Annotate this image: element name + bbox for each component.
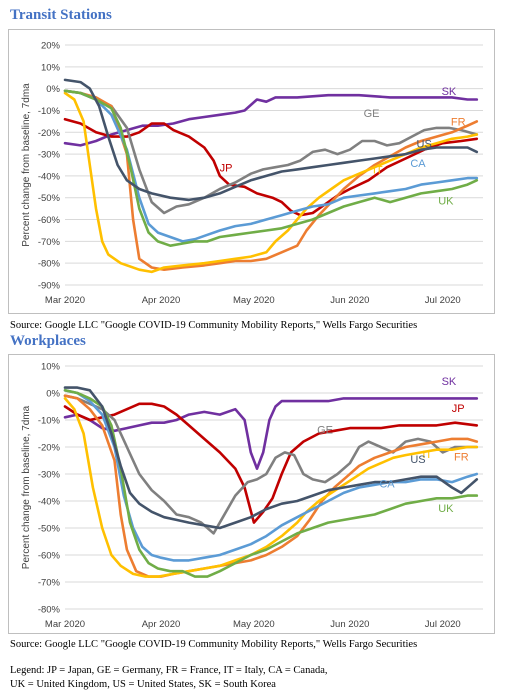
- chart2-svg: 10% 0% -10% -20% -30% -40% -50% -60% -70% -80% Mar…: [21, 362, 483, 630]
- y-tick-label: -60%: [38, 551, 61, 562]
- y-tick-label: -40%: [38, 171, 61, 182]
- x-tick-label: Apr 2020: [142, 619, 181, 630]
- chart2-title: Workplaces: [10, 333, 86, 349]
- y-tick-label: -30%: [38, 150, 61, 161]
- series-label-sk: SK: [442, 86, 457, 98]
- y-tick-label: -40%: [38, 497, 61, 508]
- x-tick-label: Jul 2020: [425, 295, 461, 306]
- series-label-ca: CA: [379, 479, 395, 491]
- series-line-fr: [63, 394, 479, 578]
- series-line-sk: [63, 397, 479, 470]
- series-line-it: [63, 91, 479, 274]
- x-tick-label: Mar 2020: [45, 295, 85, 306]
- series-line-sk: [63, 93, 479, 147]
- series-line-uk: [63, 89, 479, 247]
- y-tick-label: 20%: [41, 41, 61, 52]
- series-line-it: [63, 397, 479, 578]
- x-tick-label: Jun 2020: [330, 619, 369, 630]
- y-tick-label: -10%: [38, 416, 61, 427]
- series-line-ca: [63, 89, 479, 243]
- y-tick-label: 10%: [41, 62, 61, 73]
- series-label-ge: GE: [364, 108, 380, 120]
- y-tick-label: -50%: [38, 524, 61, 535]
- series-line-us: [63, 78, 479, 202]
- y-tick-label: -20%: [38, 128, 61, 139]
- series-line-ge: [63, 89, 479, 215]
- series-label-jp: JP: [452, 403, 465, 415]
- series-line-ca: [63, 389, 479, 562]
- y-tick-label: 0%: [46, 389, 60, 400]
- y-axis-label: Percent change from baseline, 7dma: [21, 83, 32, 247]
- series-label-ca: CA: [410, 158, 426, 170]
- series-line-us: [63, 386, 479, 530]
- series-line-jp: [63, 117, 479, 217]
- series-line-uk: [63, 389, 479, 578]
- series-label-us: US: [417, 139, 432, 151]
- x-tick-label: Jun 2020: [330, 295, 369, 306]
- series-label-it: IT: [373, 165, 383, 177]
- x-tick-label: Apr 2020: [142, 295, 181, 306]
- y-tick-label: -70%: [38, 237, 61, 248]
- y-tick-label: -80%: [38, 605, 61, 616]
- legend-line-1: Legend: JP = Japan, GE = Germany, FR = F…: [10, 665, 328, 676]
- y-tick-label: -30%: [38, 470, 61, 481]
- chart1-title: Transit Stations: [10, 7, 112, 23]
- chart1-source: Source: Google LLC "Google COVID-19 Comm…: [10, 320, 418, 331]
- series-label-ge: GE: [317, 425, 333, 437]
- x-tick-label: May 2020: [233, 619, 275, 630]
- series-line-ge: [63, 394, 479, 535]
- y-tick-label: -50%: [38, 193, 61, 204]
- series-label-sk: SK: [442, 376, 457, 388]
- y-tick-label: -70%: [38, 578, 61, 589]
- y-tick-label: -20%: [38, 443, 61, 454]
- chart2-source: Source: Google LLC "Google COVID-19 Comm…: [10, 639, 418, 650]
- series-label-uk: UK: [438, 503, 454, 515]
- series-label-fr: FR: [454, 452, 469, 464]
- legend-note: Legend: JP = Japan, GE = Germany, FR = F…: [10, 664, 500, 692]
- series-line-fr: [63, 89, 479, 271]
- chart1-frame: 20% 10% 0% -10% -20% -30% -40% -50% -60% -70% -80%…: [8, 29, 495, 314]
- x-tick-label: May 2020: [233, 295, 275, 306]
- legend-line-2: UK = United Kingdom, US = United States,…: [10, 679, 276, 690]
- y-tick-label: 0%: [46, 84, 60, 95]
- y-tick-label: -80%: [38, 259, 61, 270]
- y-tick-label: -10%: [38, 106, 61, 117]
- y-tick-label: 10%: [41, 362, 61, 373]
- y-tick-label: -60%: [38, 215, 61, 226]
- chart1-svg: 20% 10% 0% -10% -20% -30% -40% -50% -60% -70% -80%…: [21, 41, 483, 306]
- series-label-us: US: [410, 454, 425, 466]
- series-label-fr: FR: [451, 117, 466, 129]
- y-tick-label: -90%: [38, 281, 61, 292]
- chart2-frame: 10% 0% -10% -20% -30% -40% -50% -60% -70% -80% Mar…: [8, 354, 495, 634]
- series-label-it: IT: [422, 449, 432, 461]
- series-label-jp: JP: [220, 163, 233, 175]
- x-tick-label: Mar 2020: [45, 619, 85, 630]
- y-axis-label: Percent change from baseline, 7dma: [21, 405, 32, 569]
- x-tick-label: Jul 2020: [425, 619, 461, 630]
- series-line-jp: [63, 402, 479, 524]
- series-label-uk: UK: [438, 195, 454, 207]
